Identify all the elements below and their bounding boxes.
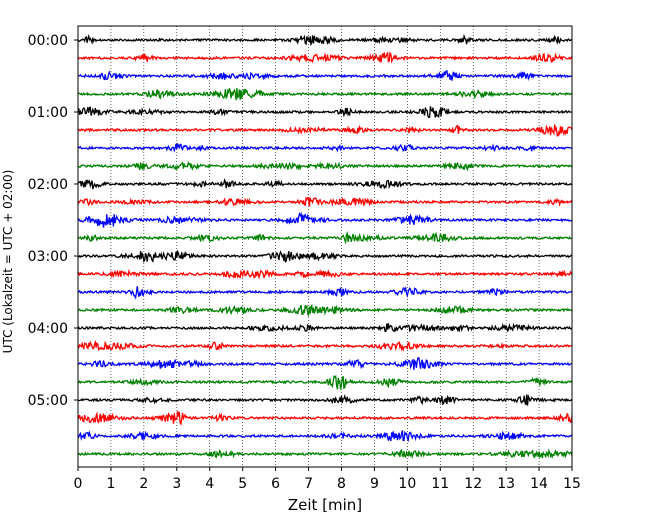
x-tick-label: 11 <box>431 476 449 492</box>
trace-row <box>77 87 573 101</box>
trace-row <box>77 142 573 153</box>
x-tick-label: 8 <box>337 476 346 492</box>
y-axis-label: UTC (Lokalzeit = UTC + 02:00) <box>1 170 15 354</box>
trace-row <box>77 285 573 300</box>
y-tick-label: 04:00 <box>28 321 68 337</box>
trace-row <box>77 106 572 119</box>
x-tick-label: 15 <box>563 476 581 492</box>
trace-row <box>77 411 573 426</box>
trace-row <box>77 356 573 370</box>
trace-row <box>77 430 573 443</box>
trace-row <box>77 230 573 245</box>
seismic-traces <box>77 33 573 460</box>
y-tick-label: 00:00 <box>28 33 68 49</box>
trace-row <box>77 339 573 352</box>
trace-row <box>77 51 573 64</box>
trace-row <box>77 448 573 460</box>
trace-row <box>77 211 573 228</box>
x-tick-label: 12 <box>464 476 482 492</box>
x-axis-label: Zeit [min] <box>288 496 362 514</box>
y-tick-label: 01:00 <box>28 105 68 121</box>
trace-row <box>77 178 573 190</box>
x-tick-label: 6 <box>271 476 280 492</box>
x-tick-label: 1 <box>106 476 115 492</box>
x-axis-ticks: 0 1 2 3 4 5 6 7 8 9 10 11 12 13 14 15 <box>74 467 581 492</box>
x-tick-label: 3 <box>172 476 181 492</box>
y-tick-label: 05:00 <box>28 393 68 409</box>
trace-row <box>77 393 573 406</box>
trace-row <box>77 374 573 390</box>
y-axis-ticks: 00:00 01:00 02:00 03:00 04:00 05:00 <box>28 33 78 409</box>
x-tick-label: 0 <box>74 476 83 492</box>
x-tick-label: 14 <box>530 476 548 492</box>
x-tick-label: 13 <box>497 476 515 492</box>
x-tick-label: 9 <box>370 476 379 492</box>
y-tick-label: 03:00 <box>28 249 68 265</box>
y-tick-label: 02:00 <box>28 177 68 193</box>
trace-row <box>77 303 573 318</box>
x-tick-label: 10 <box>398 476 416 492</box>
x-tick-label: 5 <box>238 476 247 492</box>
plot-frame <box>77 25 573 468</box>
trace-row <box>77 268 573 280</box>
x-tick-label: 7 <box>304 476 313 492</box>
trace-row <box>77 322 573 333</box>
trace-row <box>77 124 573 137</box>
trace-row <box>77 70 573 81</box>
x-tick-label: 2 <box>139 476 148 492</box>
trace-row <box>77 160 573 172</box>
trace-row <box>77 249 573 264</box>
trace-row <box>77 33 573 47</box>
trace-row <box>77 196 573 207</box>
x-tick-label: 4 <box>205 476 214 492</box>
